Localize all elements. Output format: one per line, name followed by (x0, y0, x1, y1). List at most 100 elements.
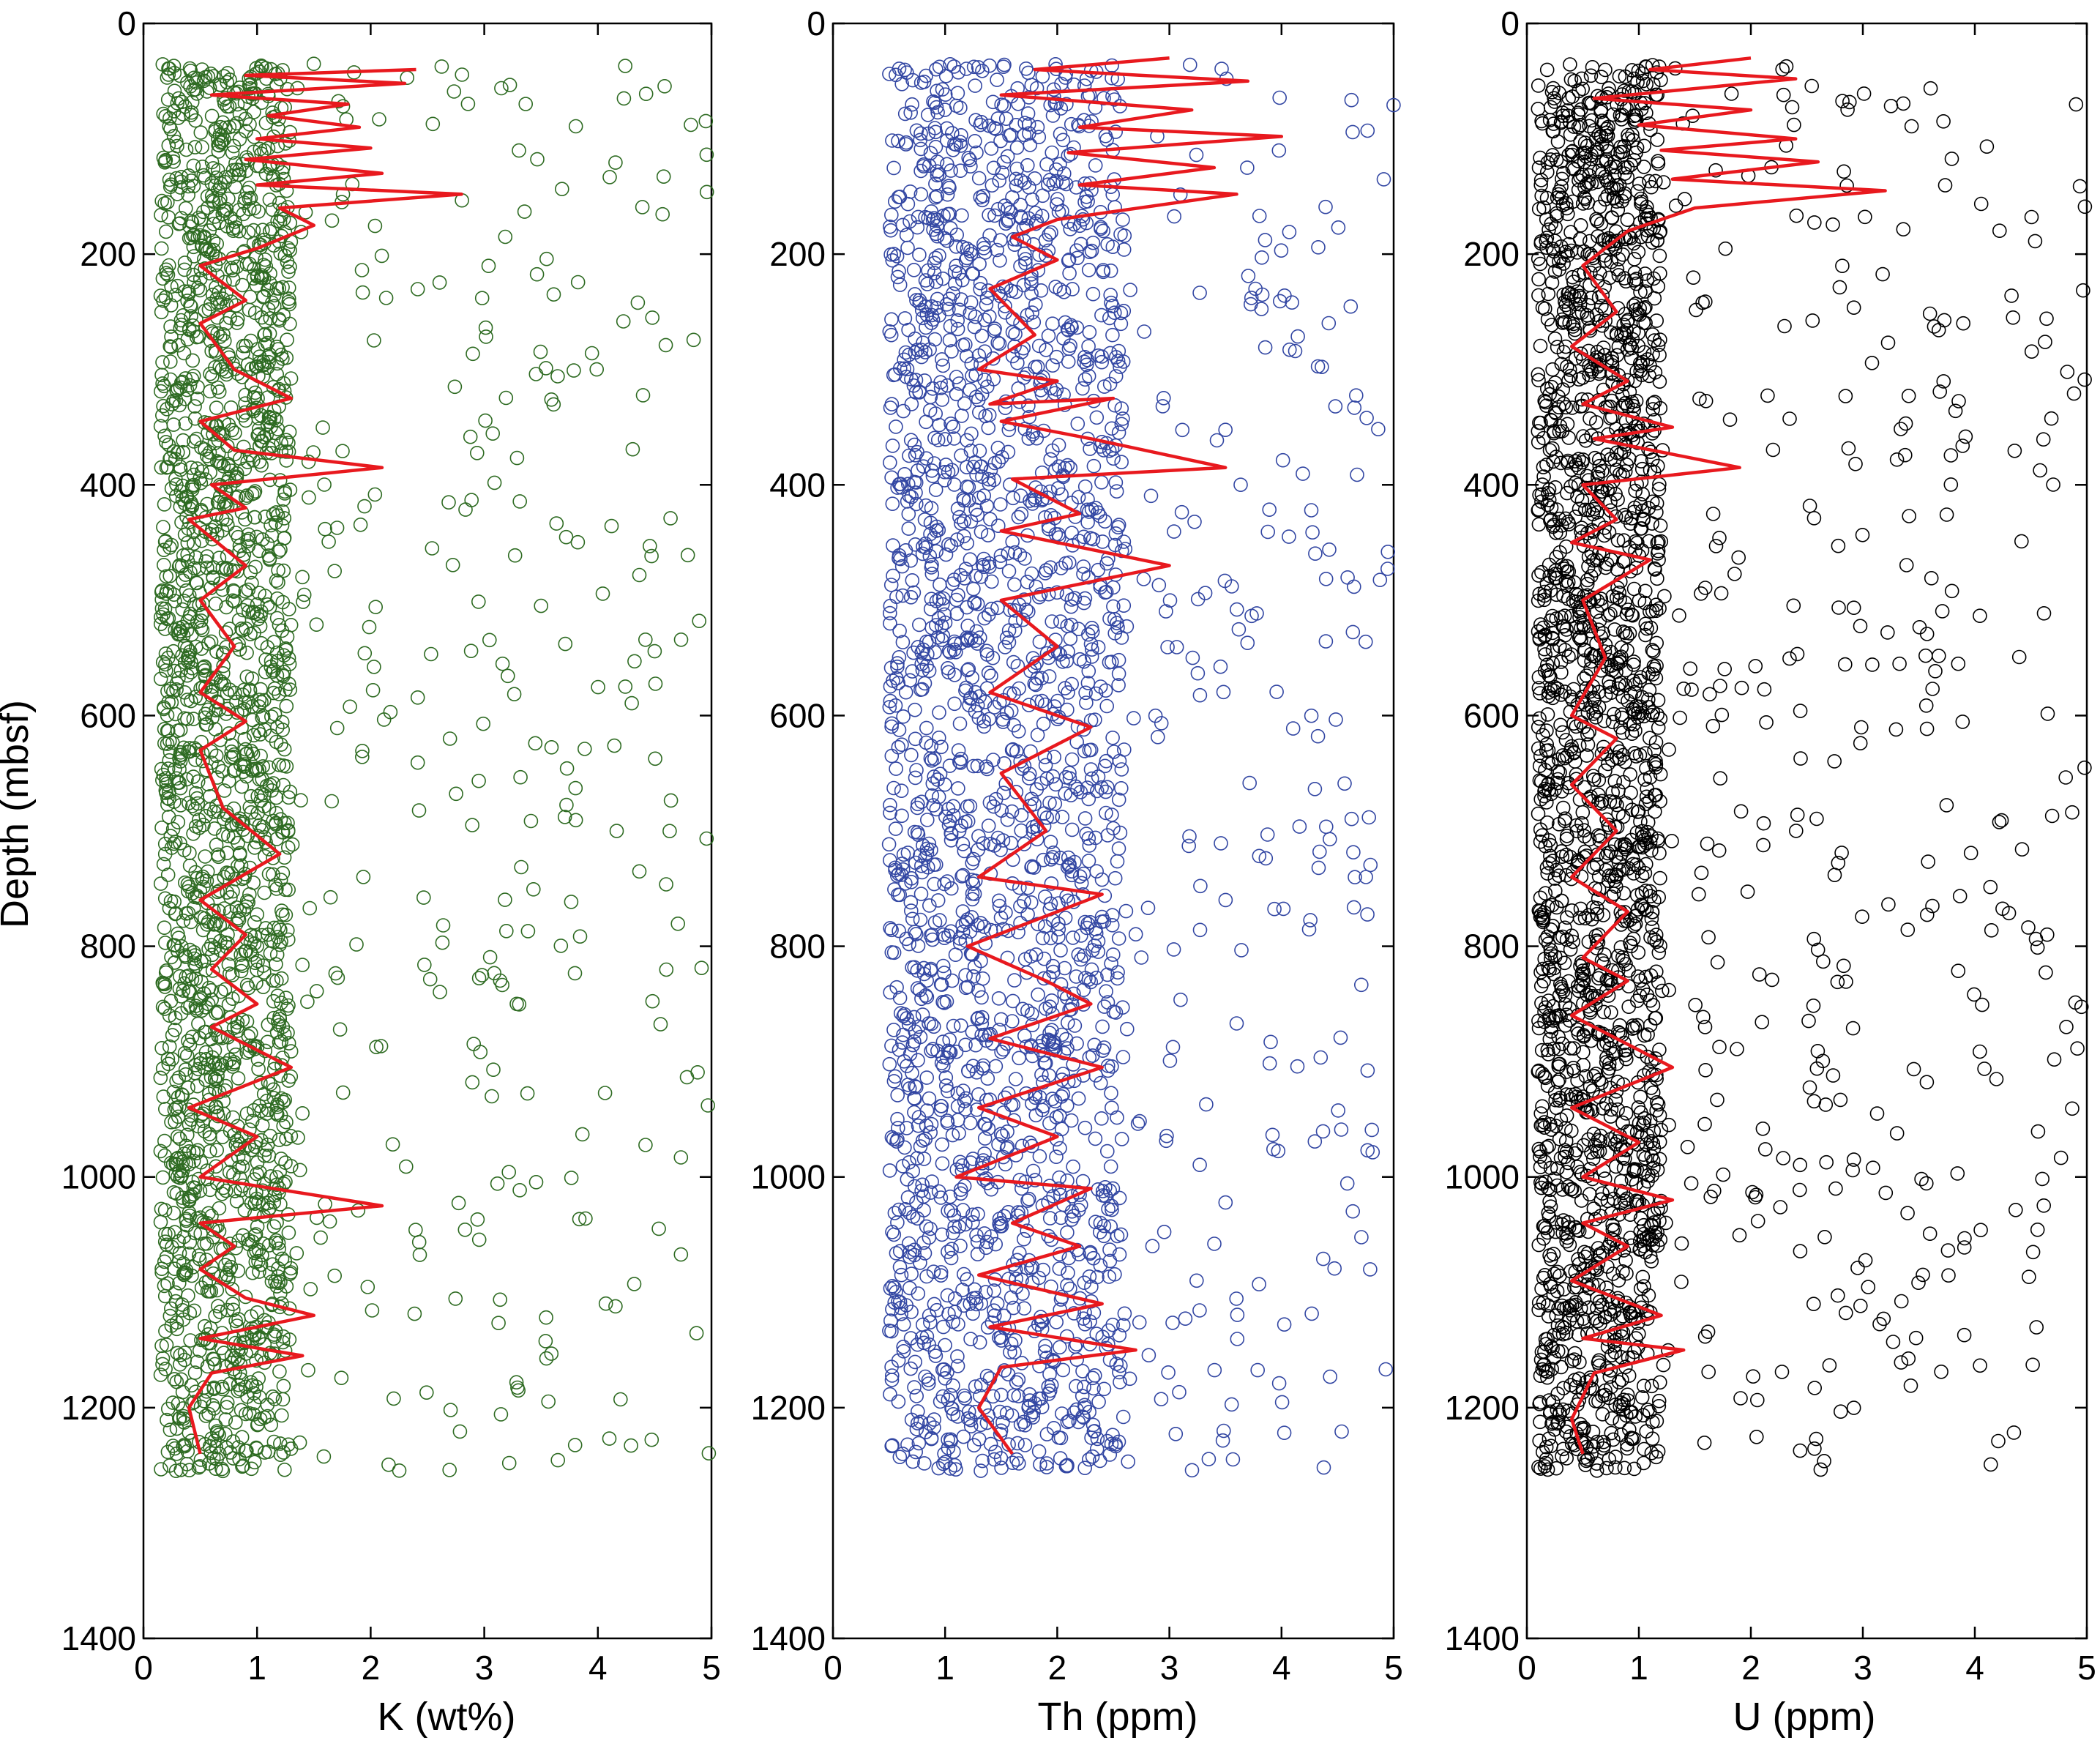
th-point (966, 581, 981, 597)
k-point (212, 215, 227, 231)
k-point (281, 1437, 296, 1452)
k-point (181, 179, 196, 194)
k-point (445, 557, 460, 572)
k-point (196, 1394, 212, 1409)
k-point (192, 1343, 207, 1358)
k-point (179, 969, 193, 984)
k-point (257, 1337, 272, 1352)
th-point (968, 78, 982, 93)
k-point (154, 241, 169, 256)
k-point (277, 1027, 292, 1042)
th-point (950, 86, 965, 100)
th-x-tick-label: 4 (1272, 1649, 1291, 1687)
k-point (416, 890, 431, 905)
k-point (182, 515, 197, 529)
k-point (241, 1232, 255, 1247)
k-point (195, 869, 210, 884)
th-point (1060, 1225, 1075, 1240)
k-point (168, 906, 184, 921)
th-point (1339, 1176, 1355, 1191)
k-point (245, 712, 261, 728)
k-point (187, 597, 202, 612)
k-point (205, 710, 220, 725)
k-point (216, 327, 231, 342)
k-point (657, 79, 672, 94)
th-point (1105, 730, 1120, 745)
th-point (1011, 1372, 1026, 1387)
k-point (206, 161, 221, 176)
k-point (277, 742, 292, 757)
k-point (463, 643, 479, 659)
th-point (985, 94, 1001, 110)
k-point (239, 488, 255, 503)
th-point (901, 507, 916, 521)
k-point (528, 1175, 544, 1190)
k-point (231, 813, 246, 829)
k-point (269, 339, 285, 354)
th-point (935, 1156, 950, 1171)
k-point (182, 942, 198, 958)
th-point (947, 696, 962, 712)
k-point (512, 143, 526, 158)
k-point (670, 917, 686, 931)
k-point (223, 310, 237, 325)
k-point (318, 1197, 332, 1212)
k-point (410, 690, 425, 705)
th-point (981, 818, 996, 833)
k-point (170, 96, 185, 111)
th-point (1012, 1051, 1026, 1066)
k-point (157, 980, 173, 994)
k-point (263, 1077, 278, 1092)
k-point (498, 229, 513, 245)
k-point (228, 1415, 243, 1430)
k-point (217, 982, 233, 997)
th-point (884, 719, 899, 734)
k-point (244, 1142, 259, 1157)
k-point (187, 956, 202, 971)
k-point (247, 929, 263, 944)
k-point (190, 774, 206, 789)
th-point (1241, 269, 1256, 283)
k-point (644, 548, 659, 564)
th-point (883, 455, 897, 470)
th-point (1380, 544, 1395, 559)
k-point (283, 1265, 299, 1280)
k-point (222, 726, 236, 741)
k-point (210, 884, 225, 900)
k-point (186, 1154, 201, 1168)
th-point (906, 645, 921, 660)
k-point (162, 753, 176, 768)
th-point (899, 1121, 914, 1135)
k-point (242, 682, 258, 697)
th-point (1168, 1427, 1184, 1441)
k-point (378, 291, 394, 305)
th-point (1106, 599, 1121, 614)
th-point (1192, 1303, 1207, 1318)
k-point (244, 1461, 259, 1477)
k-point (179, 1048, 195, 1063)
k-point (264, 654, 279, 668)
th-point (1114, 455, 1129, 470)
th-point (1076, 866, 1091, 881)
k-point (269, 1233, 284, 1248)
th-point (935, 392, 949, 407)
k-point (201, 1406, 216, 1422)
th-point (894, 808, 909, 824)
k-point (275, 1392, 291, 1407)
k-point (261, 302, 276, 317)
k-point (205, 1050, 220, 1065)
k-point (169, 1073, 184, 1089)
k-point (241, 539, 256, 553)
k-point (281, 1073, 296, 1088)
k-point (608, 1299, 623, 1314)
k-point (277, 484, 292, 499)
th-point (895, 635, 911, 650)
k-point (173, 375, 189, 390)
th-point (1111, 652, 1126, 668)
th-point (1347, 579, 1361, 594)
k-point (238, 1289, 253, 1305)
th-point (1250, 1362, 1265, 1378)
k-point (207, 436, 223, 451)
k-point (570, 534, 586, 550)
k-point (187, 70, 202, 86)
